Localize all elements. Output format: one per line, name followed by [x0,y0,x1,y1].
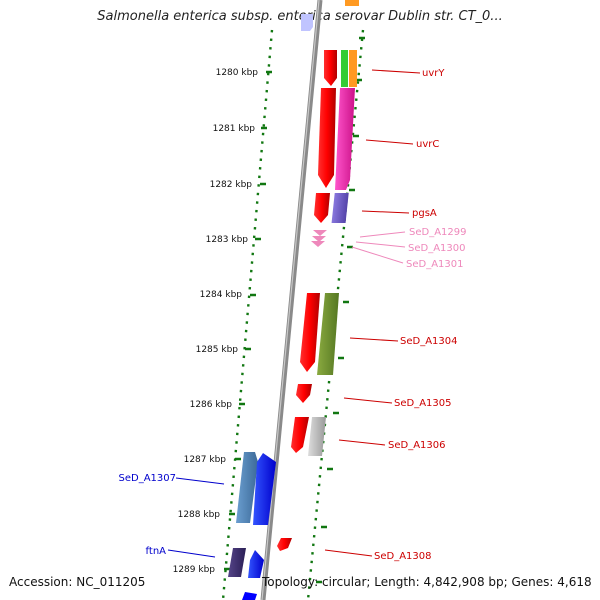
gene-SeD_A1306-arrow [291,417,309,453]
reverse-strand-genes [228,452,276,600]
gene-arrow-top-orange [345,0,359,6]
gene-olive-arrow [317,293,339,375]
tick-label: 1282 kbp [210,180,253,190]
gene-label-ftnA[interactable]: ftnA [146,546,167,557]
tick-label: 1280 kbp [216,68,259,78]
map-title: Salmonella enterica subsp. enterica sero… [97,9,503,24]
gene-SeD_A1308-arrow [277,538,292,551]
gene-label-SeD_A1308[interactable]: SeD_A1308 [374,551,432,562]
genome-summary: Topology: circular; Length: 4,842,908 bp… [262,575,592,589]
gene-label-SeD_A1304[interactable]: SeD_A1304 [400,336,458,347]
gene-blue-small [248,550,264,578]
label-connectors [167,69,421,558]
gene-uvrY-arrow [324,50,337,86]
gene-grey-arrow [308,417,326,456]
tick-label: 1287 kbp [184,455,227,465]
gene-label-SeD_A1299[interactable]: SeD_A1299 [409,227,467,238]
tick-marks [224,36,365,584]
gene-SeD_A1304-arrow [300,293,320,372]
gene-purple-small [331,193,349,223]
tick-label: 1286 kbp [190,400,233,410]
tick-label: 1288 kbp [178,510,221,520]
tick-label: 1284 kbp [200,290,243,300]
gene-label-SeD_A1301[interactable]: SeD_A1301 [406,259,464,270]
backbone-highlight [261,0,320,600]
gene-SeD_A1301-arrow [311,241,325,247]
gene-ftnA-arrow [253,453,276,525]
tick-label: 1289 kbp [173,565,216,575]
gene-label-SeD_A1305[interactable]: SeD_A1305 [394,398,452,409]
gene-pgsA-arrow [314,193,330,223]
genome-backbone [260,0,323,600]
gene-SeD_A1299-arrow [313,230,327,236]
gene-blue-bottom [242,592,257,600]
left-dotted-track [221,29,274,600]
right-dotted-track [306,29,365,600]
tick-label: 1283 kbp [206,235,249,245]
gene-label-SeD_A1300[interactable]: SeD_A1300 [408,243,466,254]
tick-label: 1281 kbp [213,124,256,134]
gene-arrow-top-lavender [301,14,313,31]
accession-label: Accession: NC_011205 [9,575,146,589]
gene-SeD_A1307-arrow [236,452,258,523]
gene-label-SeD_A1307[interactable]: SeD_A1307 [119,473,177,484]
gene-label-pgsA[interactable]: pgsA [412,208,437,219]
tick-label: 1285 kbp [196,345,239,355]
gene-green-small [341,50,348,87]
gene-uvrC-arrow [318,88,336,188]
gene-SeD_A1300-arrow [312,236,326,242]
gene-label-SeD_A1306[interactable]: SeD_A1306 [388,440,446,451]
gene-label-uvrY[interactable]: uvrY [422,68,445,79]
gene-SeD_A1305-arrow [296,384,312,403]
gene-orange-small [349,50,357,87]
forward-strand-genes [277,0,359,551]
gene-magenta-arrow [335,88,355,190]
gene-label-uvrC[interactable]: uvrC [416,139,439,150]
gene-navy-arrow [228,548,246,577]
